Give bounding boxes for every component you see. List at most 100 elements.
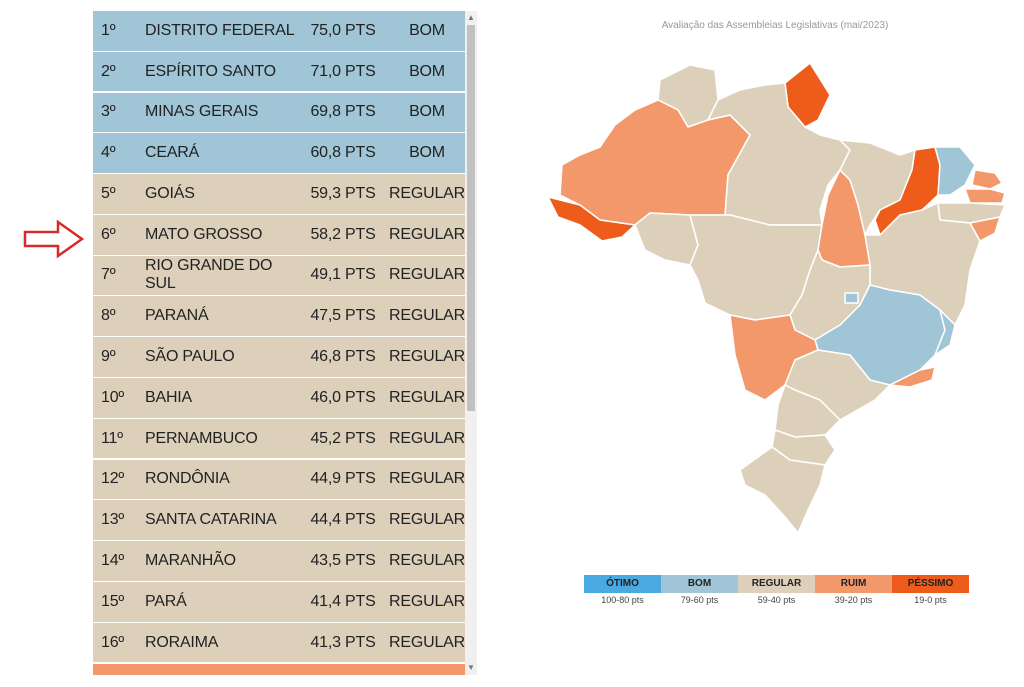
rank-cell: 4º (101, 144, 116, 162)
state-name-cell: SANTA CATARINA (145, 511, 277, 529)
state-paraiba (964, 188, 1006, 204)
state-name-cell: RONDÔNIA (145, 470, 230, 488)
map-legend: ÓTIMO 100-80 pts BOM 79-60 pts REGULAR 59-40 … (584, 575, 969, 605)
table-row: 4º CEARÁ 60,8 PTS BOM (93, 133, 465, 173)
table-row: 15º PARÁ 41,4 PTS REGULAR (93, 581, 465, 622)
state-name-cell: CEARÁ (145, 144, 200, 162)
points-cell: 49,1 PTS (310, 266, 376, 284)
rank-cell: 1º (101, 21, 116, 39)
rank-cell: 6º (101, 225, 116, 243)
state-name-cell: PARANÁ (145, 307, 209, 325)
table-row-partial (93, 663, 465, 675)
legend-range: 39-20 pts (834, 595, 873, 605)
rank-cell: 3º (101, 103, 116, 121)
ranking-rows: 1º DISTRITO FEDERAL 75,0 PTS BOM 2º ESPÍRITO … (93, 11, 465, 675)
rank-cell: 15º (101, 592, 125, 610)
pointer-arrow-icon (23, 219, 85, 259)
table-row: 9º SÃO PAULO 46,8 PTS REGULAR (93, 337, 465, 377)
table-row: 12º RONDÔNIA 44,9 PTS REGULAR (93, 459, 465, 500)
points-cell: 60,8 PTS (310, 144, 376, 162)
points-cell: 69,8 PTS (310, 103, 376, 121)
legend-range: 100-80 pts (601, 595, 644, 605)
state-rio-de-janeiro (889, 366, 936, 388)
classification-cell: BOM (409, 144, 445, 162)
state-distrito-federal (844, 292, 859, 304)
rank-cell: 2º (101, 62, 116, 80)
points-cell: 59,3 PTS (310, 184, 376, 202)
table-row: 3º MINAS GERAIS 69,8 PTS BOM (93, 92, 465, 133)
points-cell: 43,5 PTS (310, 551, 376, 569)
classification-cell: REGULAR (389, 266, 465, 284)
points-cell: 46,0 PTS (310, 388, 376, 406)
table-row: 6º MATO GROSSO 58,2 PTS REGULAR (93, 214, 465, 255)
points-cell: 44,4 PTS (310, 511, 376, 529)
classification-cell: BOM (409, 62, 445, 80)
state-name-cell: PARÁ (145, 592, 187, 610)
rank-cell: 11º (101, 429, 123, 447)
rank-cell: 13º (101, 511, 125, 529)
points-cell: 71,0 PTS (310, 62, 376, 80)
scroll-up-arrow-icon[interactable]: ▲ (467, 13, 475, 22)
rank-cell: 5º (101, 184, 116, 202)
rank-cell: 7º (101, 266, 116, 284)
rank-cell: 12º (101, 470, 125, 488)
classification-cell: REGULAR (389, 307, 465, 325)
state-name-cell: BAHIA (145, 388, 193, 406)
scroll-down-arrow-icon[interactable]: ▼ (467, 663, 475, 672)
legend-item-ruim: RUIM 39-20 pts (815, 575, 892, 605)
classification-cell: REGULAR (389, 633, 465, 651)
state-acre (547, 196, 636, 242)
state-rondonia (634, 212, 699, 266)
points-cell: 41,3 PTS (310, 633, 376, 651)
state-name-cell: RORAIMA (145, 633, 219, 651)
brazil-map (547, 62, 1006, 534)
state-name-cell: MATO GROSSO (145, 225, 263, 243)
state-name-cell: GOIÁS (145, 184, 195, 202)
legend-item-otimo: ÓTIMO 100-80 pts (584, 575, 661, 605)
points-cell: 41,4 PTS (310, 592, 376, 610)
points-cell: 45,2 PTS (310, 429, 376, 447)
map-title: Avaliação das Assembleias Legislativas (… (661, 20, 889, 31)
scrollbar[interactable]: ▲ ▼ (465, 11, 477, 675)
legend-swatch: REGULAR (738, 575, 815, 593)
points-cell: 44,9 PTS (310, 470, 376, 488)
table-row: 2º ESPÍRITO SANTO 71,0 PTS BOM (93, 51, 465, 92)
legend-item-bom: BOM 79-60 pts (661, 575, 738, 605)
table-row: 11º PERNAMBUCO 45,2 PTS REGULAR (93, 418, 465, 459)
legend-range: 79-60 pts (680, 595, 719, 605)
classification-cell: REGULAR (389, 511, 465, 529)
table-row: 10º BAHIA 46,0 PTS REGULAR (93, 378, 465, 418)
legend-swatch: ÓTIMO (584, 575, 661, 593)
table-row: 5º GOIÁS 59,3 PTS REGULAR (93, 174, 465, 214)
classification-cell: BOM (409, 103, 445, 121)
state-name-cell: ESPÍRITO SANTO (145, 62, 276, 80)
legend-swatch: BOM (661, 575, 738, 593)
rank-cell: 9º (101, 348, 116, 366)
ranking-table[interactable]: 1º DISTRITO FEDERAL 75,0 PTS BOM 2º ESPÍRITO … (93, 11, 477, 675)
table-row: 14º MARANHÃO 43,5 PTS REGULAR (93, 541, 465, 581)
legend-range: 19-0 pts (914, 595, 947, 605)
classification-cell: REGULAR (389, 429, 465, 447)
rank-cell: 14º (101, 551, 125, 569)
rank-cell: 10º (101, 388, 125, 406)
state-name-cell: RIO GRANDE DO SUL (145, 257, 273, 293)
scroll-thumb[interactable] (467, 25, 475, 411)
state-name-cell: MARANHÃO (145, 551, 236, 569)
classification-cell: REGULAR (389, 388, 465, 406)
table-row: 16º RORAIMA 41,3 PTS REGULAR (93, 622, 465, 663)
points-cell: 46,8 PTS (310, 348, 376, 366)
legend-swatch: PÉSSIMO (892, 575, 969, 593)
state-espirito-santo (934, 309, 956, 356)
legend-range: 59-40 pts (757, 595, 796, 605)
points-cell: 47,5 PTS (310, 307, 376, 325)
legend-swatch: RUIM (815, 575, 892, 593)
classification-cell: REGULAR (389, 551, 465, 569)
state-para (707, 82, 851, 226)
legend-item-regular: REGULAR 59-40 pts (738, 575, 815, 605)
points-cell: 75,0 PTS (310, 21, 376, 39)
table-row: 1º DISTRITO FEDERAL 75,0 PTS BOM (93, 11, 465, 51)
table-row: 13º SANTA CATARINA 44,4 PTS REGULAR (93, 500, 465, 540)
state-amazonas (559, 99, 751, 226)
classification-cell: REGULAR (389, 348, 465, 366)
state-name-cell: DISTRITO FEDERAL (145, 21, 295, 39)
